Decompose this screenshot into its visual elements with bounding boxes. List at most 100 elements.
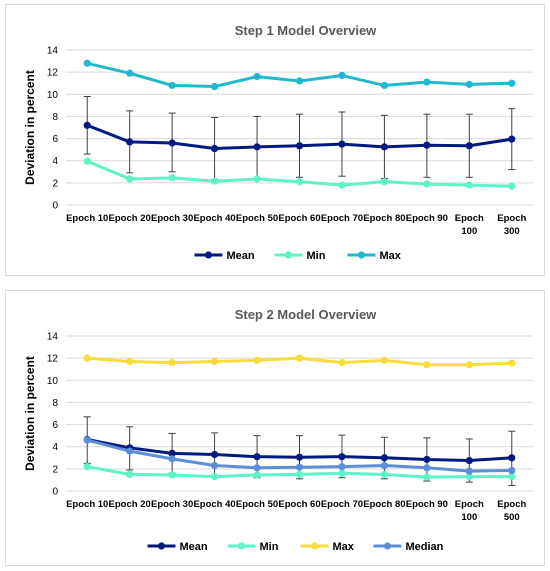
chart1-series-min-point [83, 463, 91, 471]
chart0-y-tick-label: 12 [47, 68, 59, 79]
chart1-title: Step 2 Model Overview [235, 307, 377, 322]
chart1-x-tick-label: Epoch 50 [236, 499, 278, 510]
chart0-x-tick-label: Epoch 50 [236, 213, 278, 224]
chart1-x-tick-label: 100 [461, 512, 477, 523]
chart1-series-max-point [83, 354, 91, 362]
chart0-legend-max-label: Max [380, 250, 402, 262]
chart1-legend-mean-marker [157, 542, 166, 550]
chart1-series-max-point [380, 356, 389, 364]
chart0-series-min-point [508, 182, 516, 190]
chart0-series-max-point [380, 81, 389, 90]
chart0-series-min-point [465, 181, 473, 189]
chart1-series-min-point [508, 473, 516, 481]
step2-chart-panel: Step 2 Model Overview 0 2 4 6 8 10 12 14 Deviatio… [5, 290, 545, 566]
chart1-y-tick-label: 14 [47, 332, 59, 343]
chart0-series-min-point [338, 181, 346, 189]
chart0-y-axis-label: Deviation in percent [23, 70, 37, 185]
chart1-y-tick-label: 4 [52, 442, 58, 453]
chart0-series-mean-point [423, 141, 431, 149]
chart1-series-min-point [338, 469, 346, 477]
chart0-series-min-point [210, 177, 219, 185]
chart1-y-tick-label: 6 [52, 420, 58, 431]
chart1-series-min-point [295, 470, 304, 478]
chart1-x-tick-label: 500 [504, 512, 520, 523]
chart1-series-min-point [126, 470, 134, 478]
chart0-y-tick-label: 10 [47, 90, 59, 101]
chart1-x-tick-label: Epoch 40 [193, 499, 235, 510]
chart0-x-tick-label: Epoch [497, 213, 526, 224]
chart0-series-min-point [83, 157, 91, 165]
chart1-legend-mean-label: Mean [180, 541, 208, 553]
chart0-title: Step 1 Model Overview [235, 23, 377, 38]
chart0-y-tick-label: 14 [47, 46, 59, 57]
chart1-x-tick-label: Epoch 30 [151, 499, 193, 510]
chart1-series-median-point [210, 461, 219, 470]
chart0-y-tick-label: 0 [52, 201, 58, 212]
chart1-series-mean-point [338, 453, 346, 461]
chart1-x-tick-label: Epoch 90 [406, 499, 448, 510]
chart1-y-tick-label: 0 [52, 487, 58, 498]
chart0-series-mean-point [210, 144, 219, 153]
chart0-x-tick-label: Epoch 30 [151, 213, 193, 224]
step1-chart-panel: Step 1 Model Overview 0 2 4 6 8 10 12 14 Deviatio… [5, 4, 545, 276]
chart0-series-mean-point [295, 142, 304, 150]
chart1-legend-min-label: Min [260, 541, 279, 553]
chart0-series-max-point [295, 77, 304, 85]
chart0-series-mean-point [465, 142, 473, 150]
step2-chart: Step 2 Model Overview 0 2 4 6 8 10 12 14 Deviatio… [23, 307, 533, 553]
chart1-legend-max-label: Max [333, 541, 355, 553]
chart1-series-max-point [126, 357, 134, 366]
chart1-series-median-point [423, 464, 431, 472]
chart1-series-median-point [338, 463, 346, 471]
chart1-legend-median-marker [383, 542, 392, 550]
chart1-series-max-point [423, 361, 431, 369]
chart0-series-mean-point [253, 143, 261, 151]
step1-chart: Step 1 Model Overview 0 2 4 6 8 10 12 14 Deviatio… [23, 23, 533, 262]
chart0-series-min-point [126, 175, 134, 183]
chart0-x-tick-label: Epoch 20 [109, 213, 151, 224]
chart0-series-max-point [465, 80, 473, 88]
chart0-legend-mean-label: Mean [227, 250, 255, 262]
chart0-series-max-point [83, 59, 91, 67]
chart0-x-tick-label: Epoch 70 [321, 213, 363, 224]
chart1-series-max-point [295, 354, 304, 362]
chart0-x-tick-label: 100 [461, 226, 477, 237]
chart1-y-tick-label: 12 [47, 354, 59, 365]
chart1-legend-max-marker [310, 542, 319, 550]
chart0-x-tick-label: Epoch 80 [363, 213, 405, 224]
chart1-series-mean-point [253, 453, 261, 461]
chart1-y-axis-label: Deviation in percent [23, 356, 37, 471]
chart0-series-mean-point [126, 138, 134, 146]
chart1-series-max-point [210, 357, 219, 366]
chart0-series-max-point [423, 78, 431, 86]
chart0-x-tick-label: Epoch 40 [193, 213, 235, 224]
chart0-series-mean-point [380, 143, 389, 151]
chart1-series-mean-point [380, 454, 389, 462]
chart1-series-max-point [338, 358, 346, 367]
chart0-series-max-point [338, 71, 346, 80]
chart1-y-tick-label: 10 [47, 376, 59, 387]
chart0-legend-min-marker [284, 251, 293, 259]
chart0-series-min-point [295, 178, 304, 186]
chart1-y-tick-label: 8 [52, 398, 58, 409]
chart0-x-tick-label: 300 [504, 226, 520, 237]
chart0-legend-mean-marker [204, 251, 213, 259]
chart0-series-max-point [508, 79, 516, 87]
chart1-x-tick-label: Epoch [497, 499, 526, 510]
chart0-series-max-point [126, 69, 134, 77]
chart0-x-tick-label: Epoch 10 [66, 213, 108, 224]
chart1-series-mean-point [295, 453, 304, 461]
chart1-series-min-point [380, 470, 389, 478]
chart0-series-max-point [168, 81, 176, 90]
chart0-y-tick-label: 4 [52, 156, 58, 167]
chart0-series-max-point [253, 72, 261, 81]
chart1-legend-median-label: Median [406, 541, 444, 553]
chart1-legend-min-marker [237, 542, 246, 550]
chart1-series-mean-point [465, 456, 473, 465]
chart0-series-min-point [423, 180, 431, 188]
chart1-series-mean-point [210, 450, 219, 459]
chart1-x-tick-label: Epoch 10 [66, 499, 108, 510]
chart1-x-tick-label: Epoch 20 [109, 499, 151, 510]
chart0-y-tick-label: 8 [52, 112, 58, 123]
chart1-series-mean-point [508, 454, 516, 462]
